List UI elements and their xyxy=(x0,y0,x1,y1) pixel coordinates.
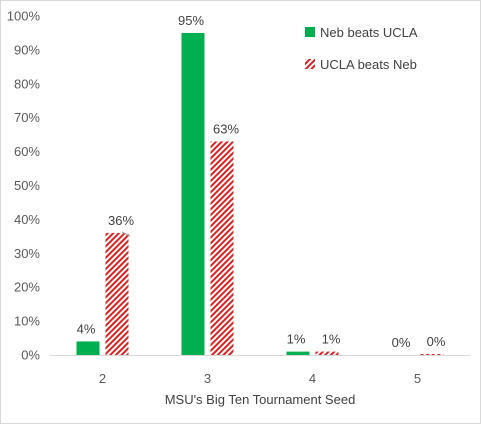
bars xyxy=(76,32,444,355)
x-tick-label: 3 xyxy=(204,371,211,386)
data-label: 63% xyxy=(213,121,239,136)
bar-neb-beats-ucla xyxy=(286,351,310,355)
y-tick-label: 50% xyxy=(14,178,40,193)
bar-ucla-beats-neb xyxy=(315,351,339,355)
label-leader-line xyxy=(121,231,131,237)
bar-neb-beats-ucla xyxy=(181,32,205,355)
legend-label: UCLA beats Neb xyxy=(320,57,417,72)
y-axis-ticks: 0% 10% 20% 30% 40% 50% 60% 70% 80% 90% 100% xyxy=(7,9,41,363)
data-label: 0% xyxy=(392,335,411,350)
data-label: 36% xyxy=(108,213,134,228)
x-axis-title: MSU's Big Ten Tournament Seed xyxy=(165,392,356,407)
y-tick-label: 100% xyxy=(7,9,41,24)
y-tick-label: 70% xyxy=(14,110,40,125)
legend: Neb beats UCLA UCLA beats Neb xyxy=(305,25,418,72)
data-label: 1% xyxy=(287,332,306,347)
bar-ucla-beats-neb xyxy=(105,232,129,355)
data-label: 1% xyxy=(322,332,341,347)
y-tick-label: 20% xyxy=(14,280,40,295)
legend-label: Neb beats UCLA xyxy=(320,25,418,40)
bar-ucla-beats-neb xyxy=(420,353,444,355)
y-tick-label: 60% xyxy=(14,144,40,159)
y-tick-label: 40% xyxy=(14,212,40,227)
y-tick-label: 10% xyxy=(14,314,40,329)
data-label: 0% xyxy=(427,334,446,349)
x-tick-label: 4 xyxy=(309,371,316,386)
x-axis: 2 3 4 5 xyxy=(50,355,470,386)
data-label: 4% xyxy=(77,321,96,336)
y-tick-label: 0% xyxy=(21,348,40,363)
x-tick-label: 2 xyxy=(99,371,106,386)
y-tick-label: 30% xyxy=(14,246,40,261)
legend-swatch xyxy=(305,59,315,69)
bar-ucla-beats-neb xyxy=(210,141,234,355)
x-tick-label: 5 xyxy=(414,371,421,386)
bar-neb-beats-ucla xyxy=(76,341,100,355)
data-label: 95% xyxy=(178,13,204,28)
legend-swatch xyxy=(305,27,315,37)
data-labels: 4% 95% 1% 0% 36% 63% 1% 0% xyxy=(77,13,446,350)
y-tick-label: 90% xyxy=(14,42,40,57)
y-tick-label: 80% xyxy=(14,76,40,91)
